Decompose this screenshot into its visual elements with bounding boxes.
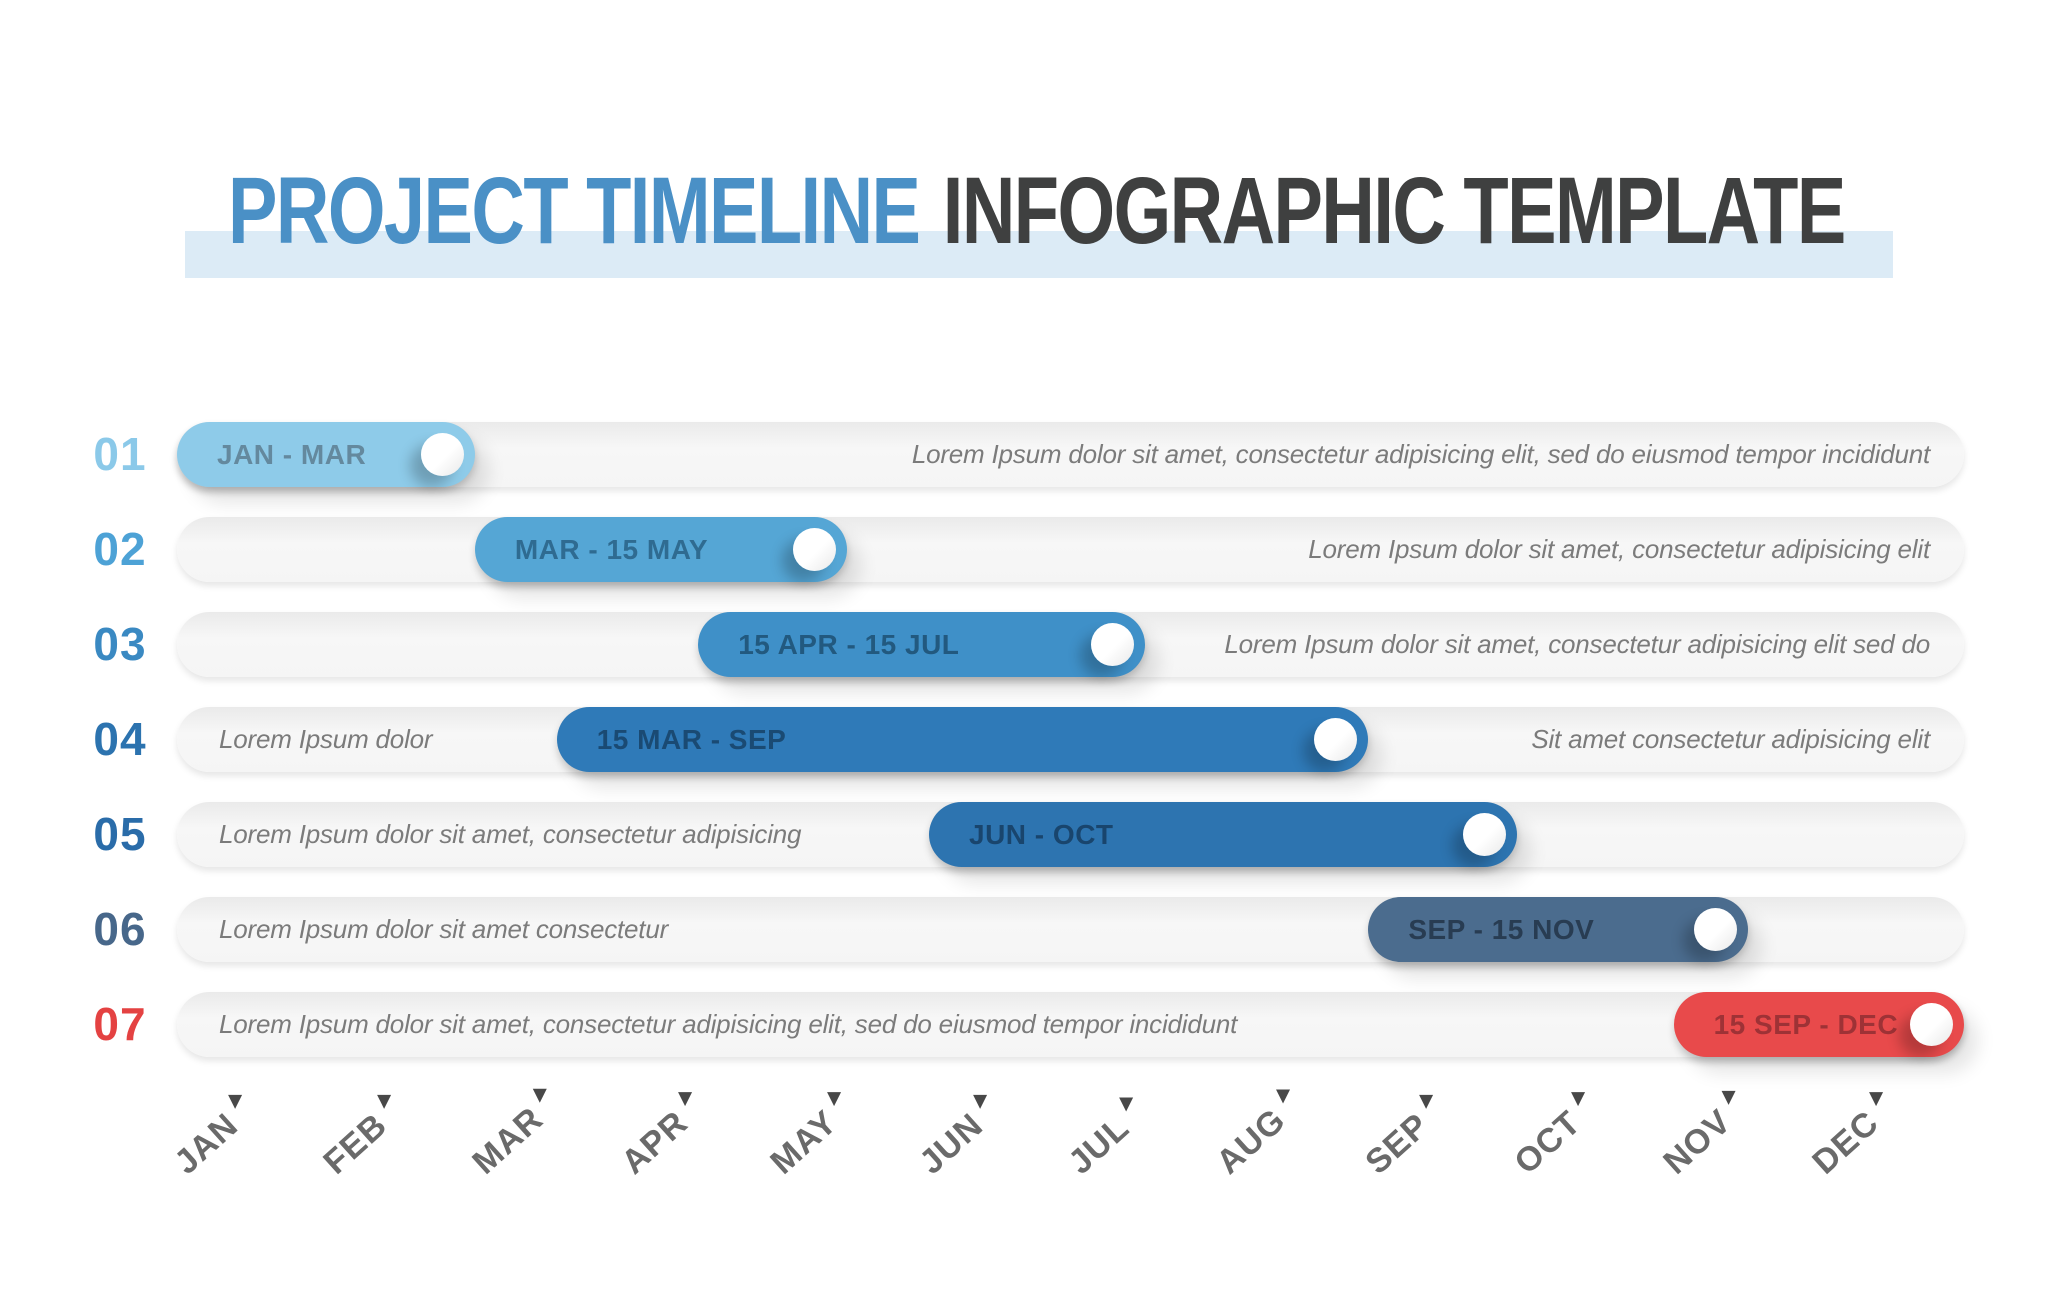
month-tick-icon [532, 1088, 547, 1103]
month-label-text: AUG [1209, 1100, 1294, 1182]
month-label-text: MAY [762, 1103, 845, 1182]
bar-end-knob[interactable] [793, 528, 837, 571]
row-track: Lorem Ipsum dolor sit amet, consectetur … [177, 422, 1964, 487]
month-label: APR [613, 1089, 710, 1182]
bar-date-label: SEP - 15 NOV [1408, 914, 1595, 945]
bar-end-knob[interactable] [1463, 813, 1507, 856]
month-label-text: JAN [167, 1105, 246, 1182]
month-tick-icon [972, 1094, 987, 1109]
bar-date-label: JUN - OCT [969, 819, 1114, 850]
month-label: NOV [1656, 1088, 1753, 1182]
gantt-bar[interactable]: SEP - 15 NOV [1368, 897, 1749, 962]
row-number: 05 [93, 808, 147, 860]
row-left-text: Lorem Ipsum dolor sit amet, consectetur … [219, 1009, 1238, 1039]
gantt-bar[interactable]: 15 SEP - DEC [1673, 992, 1964, 1057]
gantt-bar[interactable]: JAN - MAR [177, 422, 475, 487]
month-tick-icon [677, 1092, 692, 1107]
month-label-text: OCT [1507, 1103, 1589, 1182]
row-right-text: Sit amet consectetur adipisicing elit [1531, 724, 1930, 754]
row-number: 07 [93, 998, 147, 1050]
month-label: JAN [167, 1092, 260, 1182]
bar-date-label: JAN - MAR [217, 439, 367, 470]
month-label-text: NOV [1656, 1102, 1739, 1182]
month-label: DEC [1805, 1089, 1901, 1182]
month-label-text: JUN [911, 1105, 991, 1182]
bar-end-knob[interactable] [420, 433, 464, 476]
month-label-text: SEP [1358, 1105, 1437, 1182]
month-tick-icon [827, 1091, 842, 1106]
month-label: MAR [465, 1086, 565, 1182]
row-number: 02 [93, 523, 147, 575]
bar-end-knob[interactable] [1314, 718, 1358, 761]
month-label: OCT [1507, 1089, 1603, 1182]
month-tick-icon [1419, 1094, 1434, 1109]
month-label-text: JUL [1060, 1108, 1137, 1182]
gantt-bar[interactable]: MAR - 15 MAY [474, 517, 848, 582]
row-number: 01 [93, 428, 147, 480]
month-label-text: FEB [316, 1105, 395, 1182]
month-label-text: APR [613, 1103, 696, 1182]
page-title-text: PROJECT TIMELINE INFOGRAPHIC TEMPLATE [228, 162, 1846, 260]
row-number: 04 [93, 713, 147, 765]
bar-date-label: 15 APR - 15 JUL [738, 629, 960, 660]
row-left-text: Lorem Ipsum dolor [219, 724, 433, 754]
row-track: Lorem Ipsum dolor sit amet, consectetur … [177, 612, 1964, 677]
month-tick-icon [1571, 1092, 1586, 1107]
row-right-text: Lorem Ipsum dolor sit amet, consectetur … [1224, 629, 1930, 659]
gantt-bar[interactable]: JUN - OCT [929, 802, 1518, 867]
row-track: Lorem Ipsum dolor sit amet, consectetur … [177, 992, 1964, 1057]
bar-date-label: 15 MAR - SEP [596, 724, 787, 755]
row-number: 03 [93, 618, 147, 670]
bar-end-knob[interactable] [1694, 908, 1738, 951]
row-right-text: Lorem Ipsum dolor sit amet, consectetur … [1308, 534, 1930, 564]
month-label: JUL [1060, 1094, 1151, 1182]
month-label: MAY [762, 1089, 859, 1182]
page-title: PROJECT TIMELINE INFOGRAPHIC TEMPLATE [0, 162, 2048, 260]
month-tick-icon [1868, 1092, 1883, 1107]
month-label-text: MAR [465, 1099, 551, 1182]
month-label: AUG [1209, 1087, 1309, 1182]
month-label-text: DEC [1805, 1103, 1887, 1182]
bar-date-label: 15 SEP - DEC [1713, 1009, 1899, 1040]
row-track: Lorem Ipsum dolor sit amet, consectetur … [177, 517, 1964, 582]
month-tick-icon [228, 1094, 243, 1109]
row-left-text: Lorem Ipsum dolor sit amet consectetur [219, 914, 669, 944]
row-right-text: Lorem Ipsum dolor sit amet, consectetur … [911, 439, 1930, 469]
month-tick-icon [1276, 1089, 1291, 1104]
month-label: SEP [1358, 1092, 1452, 1182]
month-tick-icon [1721, 1091, 1736, 1106]
title-highlight-band [185, 231, 1893, 278]
gantt-bar[interactable]: 15 MAR - SEP [556, 707, 1369, 772]
month-tick-icon [1118, 1097, 1133, 1112]
row-track: Lorem Ipsum dolor Sit amet consectetur ad… [177, 707, 1964, 772]
gantt-bar[interactable]: 15 APR - 15 JUL [698, 612, 1145, 677]
row-number: 06 [93, 903, 147, 955]
month-tick-icon [376, 1094, 391, 1109]
bar-date-label: MAR - 15 MAY [514, 534, 709, 565]
title-project-timeline: PROJECT TIMELINE [227, 158, 921, 264]
month-label: JUN [911, 1092, 1005, 1182]
row-track: Lorem Ipsum dolor sit amet consectetur SE… [177, 897, 1964, 962]
title-infographic-template: INFOGRAPHIC TEMPLATE [942, 158, 1846, 264]
bar-end-knob[interactable] [1909, 1003, 1953, 1046]
bar-end-knob[interactable] [1090, 623, 1134, 666]
row-left-text: Lorem Ipsum dolor sit amet, consectetur … [219, 819, 802, 849]
month-label: FEB [316, 1092, 409, 1182]
row-track: Lorem Ipsum dolor sit amet, consectetur … [177, 802, 1964, 867]
